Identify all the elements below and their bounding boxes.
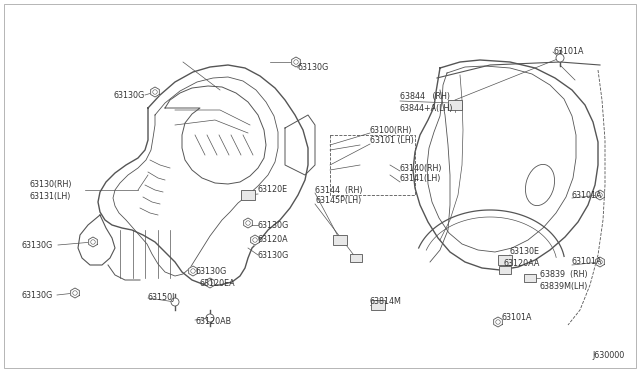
Text: 63101A: 63101A bbox=[572, 190, 602, 199]
Text: 63144  (RH): 63144 (RH) bbox=[315, 186, 362, 195]
Text: 63130G: 63130G bbox=[258, 250, 289, 260]
Text: 63120AA: 63120AA bbox=[504, 259, 540, 267]
Text: 63130G: 63130G bbox=[298, 64, 329, 73]
Text: 63101 (LH): 63101 (LH) bbox=[370, 137, 414, 145]
Polygon shape bbox=[251, 235, 259, 245]
Text: 63120AB: 63120AB bbox=[195, 317, 231, 327]
Text: 63844   (RH): 63844 (RH) bbox=[400, 93, 450, 102]
Text: 63839  (RH): 63839 (RH) bbox=[540, 270, 588, 279]
Text: 63100(RH): 63100(RH) bbox=[370, 125, 413, 135]
Text: 63101A: 63101A bbox=[502, 314, 532, 323]
Text: 63130G: 63130G bbox=[22, 241, 53, 250]
Text: J630000: J630000 bbox=[593, 350, 625, 359]
Bar bbox=[524, 274, 536, 282]
Text: 63130(RH): 63130(RH) bbox=[30, 180, 72, 189]
Polygon shape bbox=[150, 87, 159, 97]
Text: 63130G: 63130G bbox=[258, 221, 289, 230]
Text: 63101A: 63101A bbox=[553, 48, 584, 57]
Text: 63120A: 63120A bbox=[258, 235, 289, 244]
Bar bbox=[499, 266, 511, 274]
Text: 63120EA: 63120EA bbox=[200, 279, 236, 288]
Text: 63130G: 63130G bbox=[114, 90, 145, 99]
Text: 63150J: 63150J bbox=[148, 294, 175, 302]
Polygon shape bbox=[89, 237, 97, 247]
Text: 63120E: 63120E bbox=[258, 186, 288, 195]
Bar bbox=[448, 100, 462, 110]
Polygon shape bbox=[596, 190, 604, 200]
Circle shape bbox=[206, 314, 214, 322]
Bar bbox=[371, 300, 385, 310]
Polygon shape bbox=[205, 278, 214, 288]
Text: 63844+A(LH): 63844+A(LH) bbox=[400, 103, 454, 112]
Text: 63839M(LH): 63839M(LH) bbox=[540, 282, 588, 291]
Bar bbox=[333, 235, 347, 245]
Text: 63814M: 63814M bbox=[370, 298, 402, 307]
Circle shape bbox=[556, 54, 564, 62]
Text: 63101A: 63101A bbox=[572, 257, 602, 266]
Circle shape bbox=[171, 298, 179, 306]
Polygon shape bbox=[244, 218, 252, 228]
Text: 63130E: 63130E bbox=[510, 247, 540, 257]
Polygon shape bbox=[189, 266, 197, 276]
Polygon shape bbox=[292, 57, 300, 67]
Text: 63130G: 63130G bbox=[22, 291, 53, 299]
Polygon shape bbox=[70, 288, 79, 298]
Text: 63140(RH): 63140(RH) bbox=[400, 164, 442, 173]
Text: 63130G: 63130G bbox=[195, 267, 227, 276]
Bar bbox=[498, 255, 512, 265]
Polygon shape bbox=[596, 257, 604, 267]
Bar bbox=[350, 254, 362, 262]
Bar bbox=[241, 190, 255, 200]
Polygon shape bbox=[493, 317, 502, 327]
Text: 63141(LH): 63141(LH) bbox=[400, 174, 442, 183]
Text: 63131(LH): 63131(LH) bbox=[30, 192, 72, 201]
Text: 63145P(LH): 63145P(LH) bbox=[315, 196, 361, 205]
